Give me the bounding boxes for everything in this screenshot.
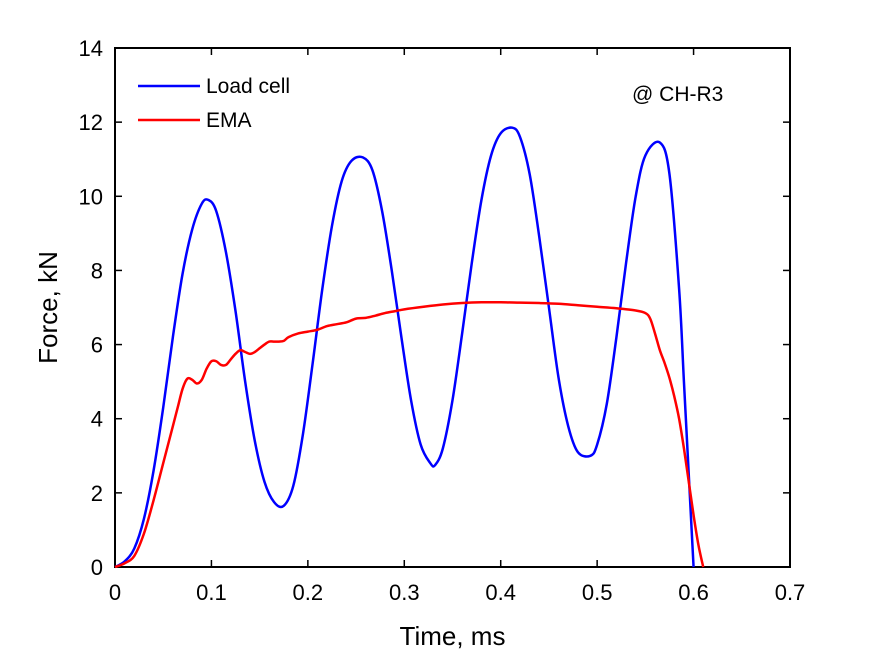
x-axis-title: Time, ms bbox=[400, 621, 506, 651]
legend-label-load-cell: Load cell bbox=[206, 75, 290, 98]
y-tick-label: 10 bbox=[79, 184, 103, 209]
y-axis-title: Force, kN bbox=[33, 251, 63, 364]
y-tick-label: 8 bbox=[91, 258, 103, 283]
x-tick-label: 0.7 bbox=[775, 580, 806, 605]
x-tick-label: 0.4 bbox=[485, 580, 516, 605]
y-tick-label: 4 bbox=[91, 407, 103, 432]
y-tick-label: 6 bbox=[91, 333, 103, 358]
x-tick-label: 0.3 bbox=[389, 580, 420, 605]
x-tick-label: 0.1 bbox=[196, 580, 227, 605]
x-tick-label: 0.6 bbox=[678, 580, 709, 605]
y-tick-label: 12 bbox=[79, 110, 103, 135]
y-tick-label: 14 bbox=[79, 36, 103, 61]
chart-annotation: @ CH-R3 bbox=[632, 83, 723, 106]
y-tick-label: 2 bbox=[91, 481, 103, 506]
x-tick-label: 0.5 bbox=[582, 580, 613, 605]
series-line-load-cell bbox=[114, 126, 695, 569]
series-line-ema bbox=[114, 300, 705, 569]
legend-label-ema: EMA bbox=[206, 109, 252, 132]
y-tick-label: 0 bbox=[91, 555, 103, 580]
legend: Load cell EMA bbox=[138, 75, 290, 132]
x-tick-label: 0.2 bbox=[293, 580, 324, 605]
x-tick-label: 0 bbox=[109, 580, 121, 605]
axis-tick-labels: 0 0.1 0.2 0.3 0.4 0.5 0.6 0.7 0 2 4 6 8 10 12 14 bbox=[79, 36, 806, 605]
plot-frame bbox=[114, 47, 791, 568]
series-lines bbox=[114, 126, 705, 569]
